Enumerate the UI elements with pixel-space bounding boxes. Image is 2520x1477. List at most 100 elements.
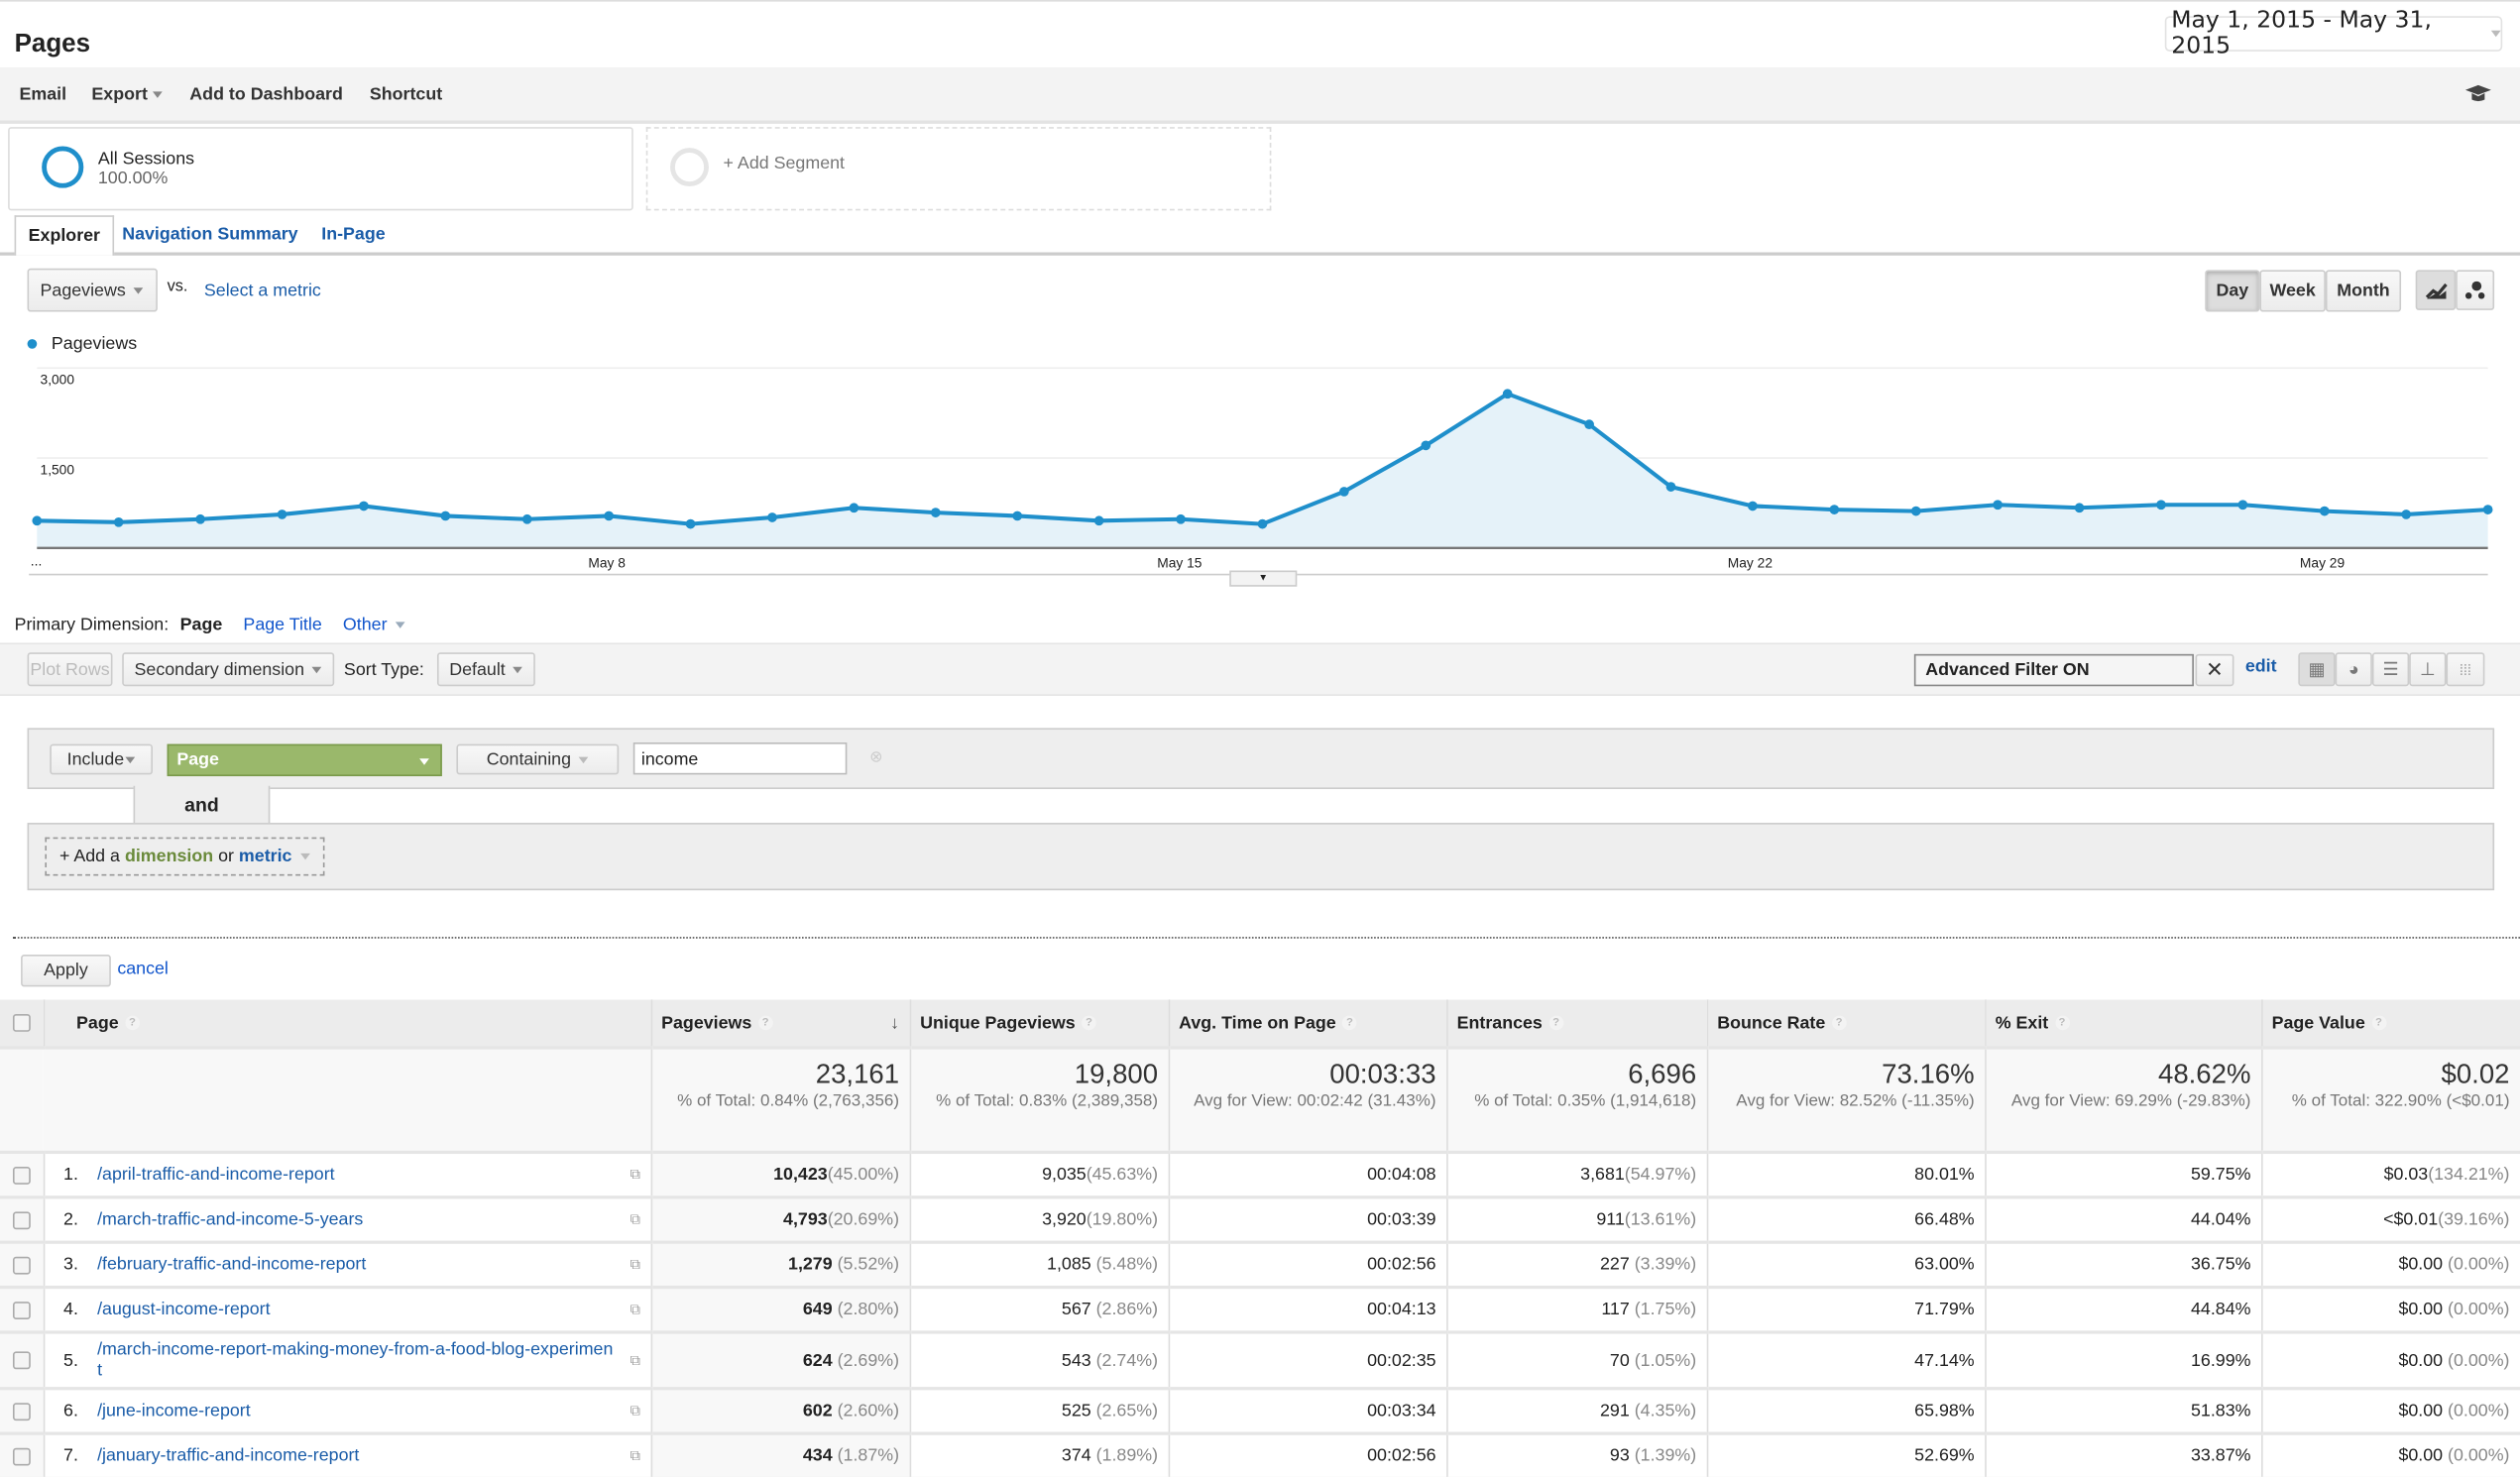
period-month-button[interactable]: Month <box>2325 270 2402 312</box>
chevron-down-icon <box>395 622 405 629</box>
dimension-page-title[interactable]: Page Title <box>243 615 322 635</box>
view-pivot-button[interactable]: ⁞⁞⁞ <box>2446 652 2485 687</box>
dimension-other[interactable]: Other <box>343 616 405 634</box>
apply-button[interactable]: Apply <box>21 954 111 987</box>
clear-filter-button[interactable]: ✕ <box>2195 653 2234 687</box>
help-icon[interactable]: ? <box>1831 1015 1847 1031</box>
open-external-icon[interactable]: ⧉ <box>630 1210 641 1227</box>
column-header[interactable]: Page Value? <box>2261 999 2520 1050</box>
column-header[interactable]: Avg. Time on Page? <box>1168 999 1447 1050</box>
page-link[interactable]: /april-traffic-and-income-report <box>97 1164 335 1185</box>
page-link[interactable]: /june-income-report <box>97 1400 251 1420</box>
row-checkbox[interactable] <box>12 1255 31 1274</box>
column-header[interactable]: % Exit? <box>1985 999 2262 1050</box>
tab-in-page[interactable]: In-Page <box>321 224 386 245</box>
page-link[interactable]: /march-income-report-making-money-from-a… <box>97 1339 614 1380</box>
include-select[interactable]: Include <box>50 743 154 775</box>
segment-all-sessions[interactable]: All Sessions 100.00% <box>8 127 633 211</box>
help-icon[interactable]: ? <box>757 1015 773 1031</box>
column-header-label: Page <box>76 1013 119 1033</box>
total-value: 48.62% <box>2157 1059 2251 1090</box>
column-header[interactable]: Pageviews? ↓ <box>650 999 911 1050</box>
column-header[interactable]: Page? <box>43 999 652 1050</box>
segment-donut-icon <box>42 146 84 188</box>
motion-chart-button[interactable] <box>2456 270 2495 310</box>
add-dimension-or-metric-button[interactable]: + Add a dimension or metric <box>45 837 324 876</box>
row-checkbox[interactable] <box>12 1301 31 1319</box>
entrances-pct: (1.05%) <box>1629 1350 1697 1371</box>
filter-dimension-select[interactable]: Page <box>167 743 442 777</box>
dimension-page[interactable]: Page <box>179 615 223 635</box>
total-cell: 6,696% of Total: 0.35% (1,914,618) <box>1446 1048 1708 1155</box>
select-all-checkbox[interactable] <box>0 999 45 1050</box>
data-point <box>1748 501 1758 511</box>
filter-dimension-value: Page <box>176 750 219 770</box>
page-link[interactable]: /august-income-report <box>97 1299 271 1319</box>
row-checkbox[interactable] <box>12 1402 31 1420</box>
match-type-select[interactable]: Containing <box>456 743 620 775</box>
open-external-icon[interactable]: ⧉ <box>630 1166 641 1183</box>
open-external-icon[interactable]: ⧉ <box>630 1446 641 1464</box>
help-icon[interactable]: ? <box>125 1015 140 1031</box>
chart-collapse-handle[interactable]: ▼ <box>1229 570 1298 587</box>
advanced-filter-field[interactable]: Advanced Filter ON <box>1913 653 2194 687</box>
add-segment-button[interactable]: + Add Segment <box>645 127 1272 211</box>
total-cell: 00:03:33 Avg for View: 00:02:42 (31.43%) <box>1168 1048 1447 1155</box>
open-external-icon[interactable]: ⧉ <box>630 1351 641 1368</box>
view-comparison-button[interactable]: ⊥ <box>2409 652 2447 687</box>
help-icon[interactable]: ? <box>1342 1015 1357 1031</box>
period-week-button[interactable]: Week <box>2259 270 2326 312</box>
plot-rows-button[interactable]: Plot Rows <box>27 652 113 687</box>
filter-value-input[interactable]: income <box>632 741 848 775</box>
data-point <box>930 508 941 517</box>
unique-pageviews-pct: (1.89%) <box>1090 1446 1159 1466</box>
export-button[interactable]: Export <box>91 85 163 104</box>
open-external-icon[interactable]: ⧉ <box>630 1402 641 1419</box>
row-checkbox[interactable] <box>12 1351 31 1370</box>
help-icon[interactable]: ? <box>2054 1015 2070 1031</box>
add-to-dashboard-button[interactable]: Add to Dashboard <box>189 84 343 105</box>
sort-desc-icon[interactable]: ↓ <box>890 1013 900 1033</box>
tab-navigation-summary[interactable]: Navigation Summary <box>122 224 298 245</box>
open-external-icon[interactable]: ⧉ <box>630 1255 641 1273</box>
shortcut-button[interactable]: Shortcut <box>369 84 443 105</box>
exit-value: 44.04% <box>1985 1196 2262 1244</box>
help-icon[interactable]: ? <box>1082 1015 1096 1031</box>
exit-value: 36.75% <box>1985 1242 2262 1290</box>
graduation-cap-icon[interactable] <box>2463 82 2492 105</box>
row-checkbox[interactable] <box>12 1166 31 1185</box>
view-performance-button[interactable]: ☰ <box>2371 652 2410 687</box>
unique-pageviews-value: 567 <box>1061 1300 1091 1320</box>
line-chart-button[interactable] <box>2415 270 2457 310</box>
date-range-picker[interactable]: May 1, 2015 - May 31, 2015 <box>2164 8 2503 59</box>
secondary-dimension-select[interactable]: Secondary dimension <box>122 652 335 687</box>
period-day-button[interactable]: Day <box>2205 270 2260 312</box>
row-checkbox[interactable] <box>12 1446 31 1465</box>
metric-select[interactable]: Pageviews <box>27 268 158 312</box>
select-metric-link[interactable]: Select a metric <box>203 281 321 301</box>
page-link[interactable]: /march-traffic-and-income-5-years <box>97 1208 364 1229</box>
open-external-icon[interactable]: ⧉ <box>630 1301 641 1317</box>
data-point <box>1093 515 1104 526</box>
remove-condition-icon[interactable]: ⊗ <box>869 748 883 767</box>
view-pie-button[interactable]: ◕ <box>2335 652 2372 687</box>
cancel-link[interactable]: cancel <box>117 959 169 979</box>
row-number: 7. <box>63 1446 78 1466</box>
checkbox[interactable] <box>12 1013 31 1032</box>
bounce-rate-value: 52.69% <box>1706 1433 1986 1477</box>
page-link[interactable]: /february-traffic-and-income-report <box>97 1254 367 1274</box>
help-icon[interactable]: ? <box>2371 1015 2386 1031</box>
help-icon[interactable]: ? <box>1548 1015 1563 1031</box>
view-table-button[interactable]: ▦ <box>2298 652 2336 687</box>
column-header[interactable]: Bounce Rate? <box>1706 999 1986 1050</box>
add-prefix: + Add a <box>58 847 120 866</box>
sort-type-select[interactable]: Default <box>436 652 535 687</box>
email-button[interactable]: Email <box>19 84 67 105</box>
row-checkbox[interactable] <box>12 1210 31 1229</box>
tab-explorer[interactable]: Explorer <box>14 215 115 256</box>
unique-pageviews-pct: (2.74%) <box>1090 1350 1159 1371</box>
page-link[interactable]: /january-traffic-and-income-report <box>97 1445 360 1465</box>
column-header[interactable]: Entrances? <box>1446 999 1708 1050</box>
edit-filter-link[interactable]: edit <box>2244 657 2277 677</box>
column-header[interactable]: Unique Pageviews? <box>909 999 1170 1050</box>
